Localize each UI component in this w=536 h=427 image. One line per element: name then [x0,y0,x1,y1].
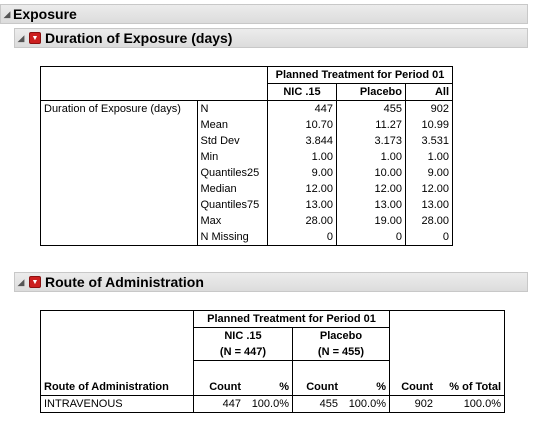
cell: 455 [336,100,406,117]
table-row: Duration of Exposure (days) N 447 455 90… [41,100,453,117]
col-header: Placebo [336,83,406,101]
stat-label: Max [196,213,268,229]
col-header: Count [292,378,341,396]
row-label: INTRAVENOUS [44,397,123,410]
col-header: All [405,83,453,101]
arm-name: Placebo [292,327,390,344]
route-table: Planned Treatment for Period 01 NIC .15 … [40,310,505,413]
cell: 28.00 [267,213,337,229]
cell: 28.00 [405,213,453,229]
cell: 12.00 [405,181,453,197]
duration-table: Planned Treatment for Period 01 NIC .15 … [40,66,453,246]
table-row: Quantiles25 9.00 10.00 9.00 [41,165,453,181]
collapse-triangle-icon[interactable]: ◢ [17,276,25,287]
row-header: Route of Administration [40,378,194,396]
red-menu-triangle-icon[interactable]: ▼ [29,276,41,288]
red-menu-triangle-icon[interactable]: ▼ [29,32,41,44]
cell: 9.00 [267,165,337,181]
stat-label: Std Dev [196,133,268,149]
cell: 3.844 [267,133,337,149]
route-title: Route of Administration [45,274,204,290]
cell: 3.531 [405,133,453,149]
arm-name: NIC .15 [193,327,293,344]
cell: 100.0% [463,397,501,410]
col-header: % [341,378,390,396]
table-row: Std Dev 3.844 3.173 3.531 [41,133,453,149]
cell: 13.00 [336,197,406,213]
cell: 1.00 [405,149,453,165]
col-header: NIC .15 [267,83,337,101]
cell: 0 [336,229,406,246]
table-row: Mean 10.70 11.27 10.99 [41,117,453,133]
exposure-outline-header[interactable]: ◢ Exposure [0,4,528,24]
col-header: Count [389,378,436,396]
cell: 3.173 [336,133,406,149]
group-header: Planned Treatment for Period 01 [193,310,390,328]
stat-label: N [196,100,268,117]
stat-label: Quantiles75 [196,197,268,213]
stat-label: Median [196,181,268,197]
table-row: INTRAVENOUS 447 100.0% 455 100.0% 902 10… [41,395,505,412]
route-outline-header[interactable]: ◢ ▼ Route of Administration [14,272,528,292]
cell: 1.00 [336,149,406,165]
col-header: % of Total [436,378,505,396]
cell: 10.70 [267,117,337,133]
col-header: % [244,378,293,396]
cell: 10.00 [336,165,406,181]
collapse-triangle-icon[interactable]: ◢ [17,32,25,43]
cell: 1.00 [267,149,337,165]
stat-label: Min [196,149,268,165]
duration-title: Duration of Exposure (days) [45,30,233,46]
cell: 902 [389,395,436,412]
collapse-triangle-icon[interactable]: ◢ [3,8,11,19]
exposure-title: Exposure [13,6,77,22]
cell: 0 [267,229,337,246]
cell: 12.00 [336,181,406,197]
cell: 11.27 [336,117,406,133]
cell: 13.00 [405,197,453,213]
table-row: Median 12.00 12.00 12.00 [41,181,453,197]
cell: 10.99 [405,117,453,133]
cell: 455 [292,395,341,412]
cell: 447 [193,395,244,412]
row-label: Duration of Exposure (days) [44,103,181,115]
arm-n: (N = 455) [292,344,390,361]
duration-outline-header[interactable]: ◢ ▼ Duration of Exposure (days) [14,28,528,48]
stat-label: N Missing [196,229,268,246]
cell: 13.00 [267,197,337,213]
table-row: Quantiles75 13.00 13.00 13.00 [41,197,453,213]
table-row: Max 28.00 19.00 28.00 [41,213,453,229]
stat-label: Quantiles25 [196,165,268,181]
cell: 902 [405,100,453,117]
cell: 9.00 [405,165,453,181]
cell: 447 [267,100,337,117]
cell: 100.0% [348,397,386,410]
cell: 19.00 [336,213,406,229]
cell: 0 [405,229,453,246]
cell: 12.00 [267,181,337,197]
group-header: Planned Treatment for Period 01 [267,66,453,84]
stat-label: Mean [196,117,268,133]
table-row: Min 1.00 1.00 1.00 [41,149,453,165]
table-row: N Missing 0 0 0 [41,229,453,246]
cell: 100.0% [251,397,289,410]
col-header: Count [193,378,244,396]
arm-n: (N = 447) [193,344,293,361]
